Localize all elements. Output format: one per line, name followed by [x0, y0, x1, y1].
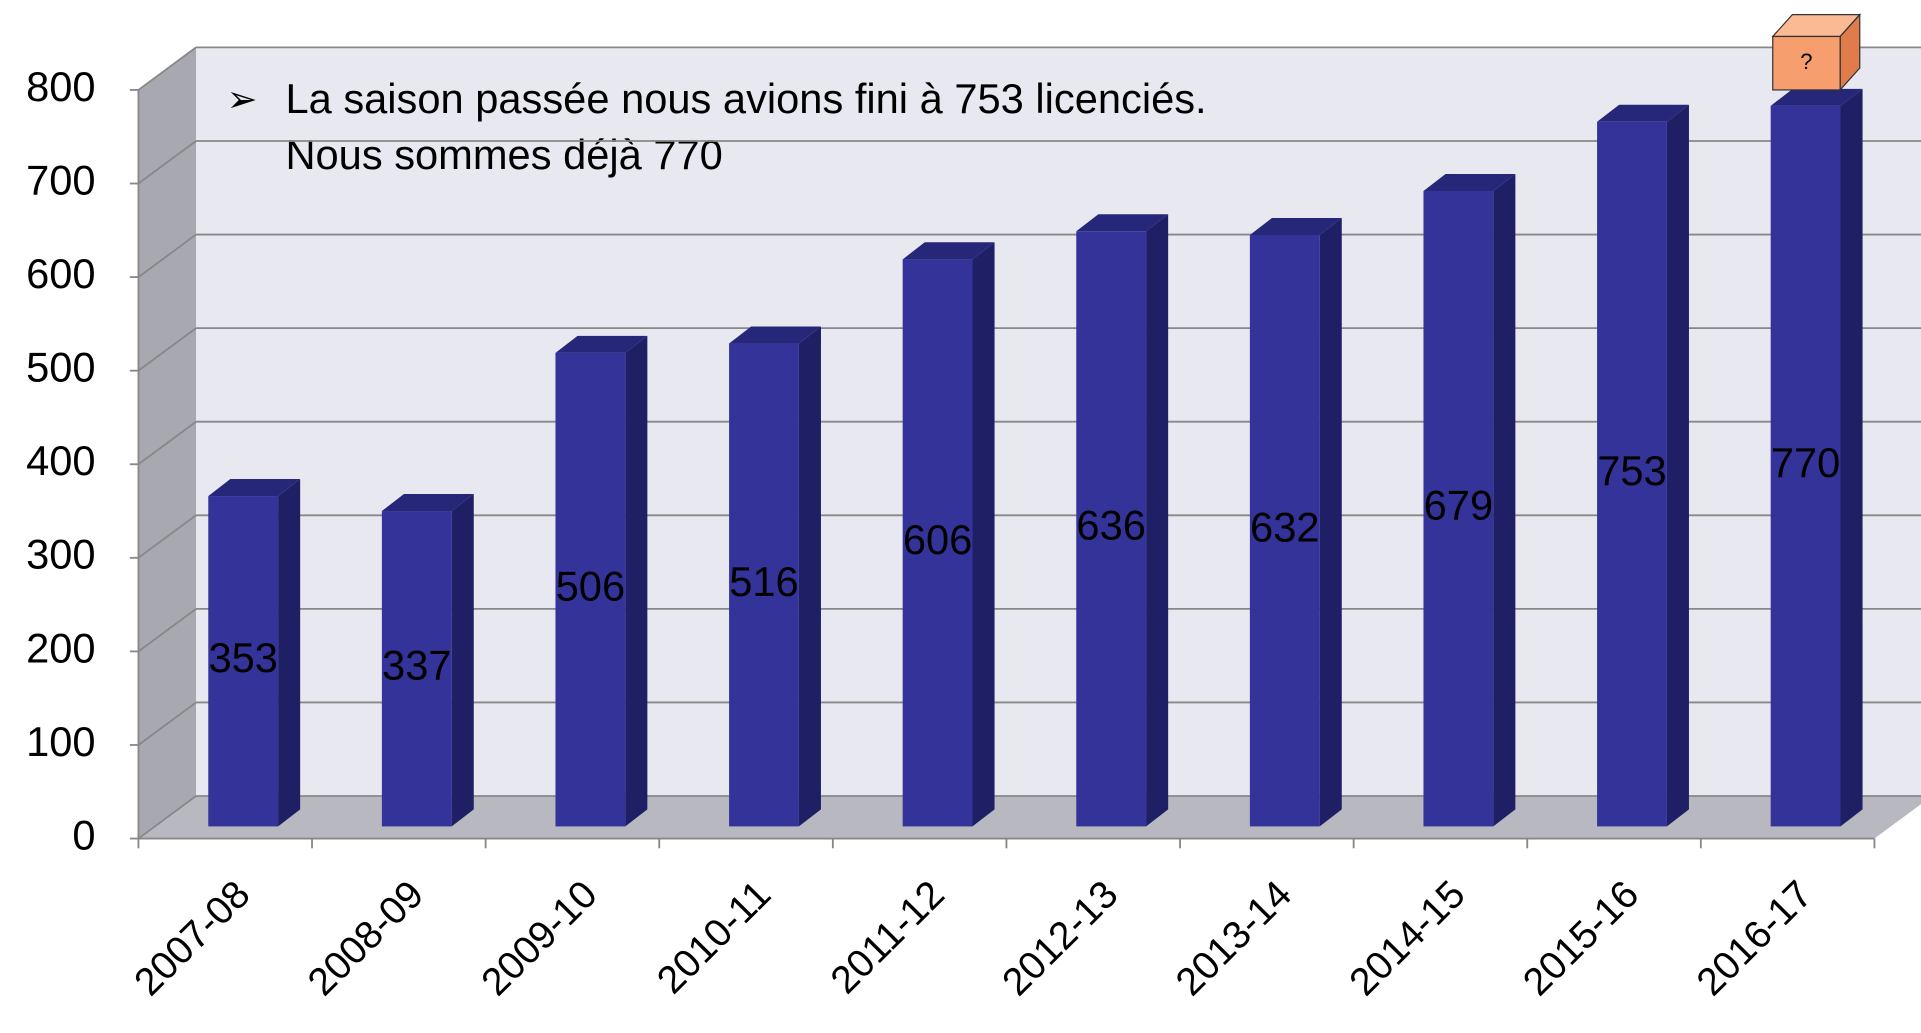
bar-top	[1076, 214, 1169, 232]
y-tick-label: 300	[26, 531, 95, 578]
annotation: La saison passée nous avions fini à 753 …	[285, 75, 1206, 122]
bar-side	[278, 479, 301, 827]
bar-side	[1493, 173, 1516, 827]
bar	[381, 511, 452, 827]
y-tick-label: 0	[72, 812, 95, 859]
bar	[729, 343, 799, 827]
bar	[1597, 121, 1667, 827]
bar-side	[1319, 217, 1342, 827]
bar-side	[451, 494, 474, 827]
data-label: 516	[729, 558, 798, 605]
data-label: 679	[1424, 482, 1493, 529]
bar-top	[729, 326, 821, 344]
box-label: ?	[1800, 49, 1812, 74]
bar	[1249, 234, 1320, 827]
grid-line	[137, 608, 197, 653]
bar	[208, 496, 279, 827]
data-label: 506	[556, 563, 625, 610]
bar-top	[555, 335, 648, 353]
grid-line	[137, 420, 197, 465]
x-tick-label: 2008-09	[300, 873, 432, 1004]
bar-top	[1770, 88, 1863, 106]
x-tick-label: 2012-13	[994, 873, 1126, 1004]
x-tick-label: 2013-14	[1168, 873, 1300, 1004]
bar-top	[1597, 104, 1689, 122]
data-label: 632	[1250, 504, 1319, 551]
y-tick-label: 400	[26, 437, 95, 484]
grid-line	[137, 233, 197, 278]
bar-top	[381, 494, 474, 512]
x-tick-label: 2015-16	[1515, 873, 1647, 1004]
bar-side	[1146, 214, 1169, 827]
bar	[902, 259, 973, 827]
bar-top	[902, 242, 995, 260]
bar-side	[1666, 104, 1689, 827]
grid-line	[137, 327, 197, 372]
y-tick-label: 700	[26, 157, 95, 204]
y-tick-label: 500	[26, 344, 95, 391]
y-tick-label: 800	[26, 63, 95, 110]
data-label: 636	[1076, 502, 1145, 549]
data-label: 753	[1597, 447, 1666, 494]
bar-top	[1249, 217, 1342, 235]
grid-line	[137, 140, 197, 185]
y-tick-label: 600	[26, 250, 95, 297]
bar-side	[798, 326, 821, 827]
bar-top	[208, 479, 301, 497]
bar	[1423, 191, 1494, 827]
bar-top	[1423, 173, 1516, 192]
grid-line	[137, 46, 197, 91]
x-tick-label: 2010-11	[649, 873, 779, 1002]
grid-line	[137, 701, 197, 746]
x-tick-label: 2007-08	[126, 873, 258, 1004]
bar	[555, 352, 626, 827]
bullet: ➢	[227, 79, 258, 120]
bar-side	[1840, 88, 1863, 827]
bar	[1770, 105, 1841, 827]
data-label: 337	[382, 642, 451, 689]
data-label: 770	[1771, 439, 1840, 486]
x-tick-label: 2009-10	[474, 873, 606, 1004]
x-tick-label: 2011-12	[823, 873, 953, 1002]
grid-line	[137, 795, 197, 840]
y-tick-label: 100	[26, 718, 95, 765]
bar	[1076, 231, 1147, 827]
data-label: 353	[208, 634, 277, 681]
data-label: 606	[903, 516, 972, 563]
grid-line	[137, 514, 197, 559]
bar-side	[972, 242, 995, 827]
x-tick-label: 2014-15	[1342, 873, 1474, 1004]
annotation: Nous sommes déjà 770	[285, 131, 722, 178]
y-tick-label: 200	[26, 624, 95, 671]
bar-side	[625, 335, 648, 827]
x-tick-label: 2016-17	[1689, 873, 1821, 1004]
box-front	[1772, 35, 1841, 91]
